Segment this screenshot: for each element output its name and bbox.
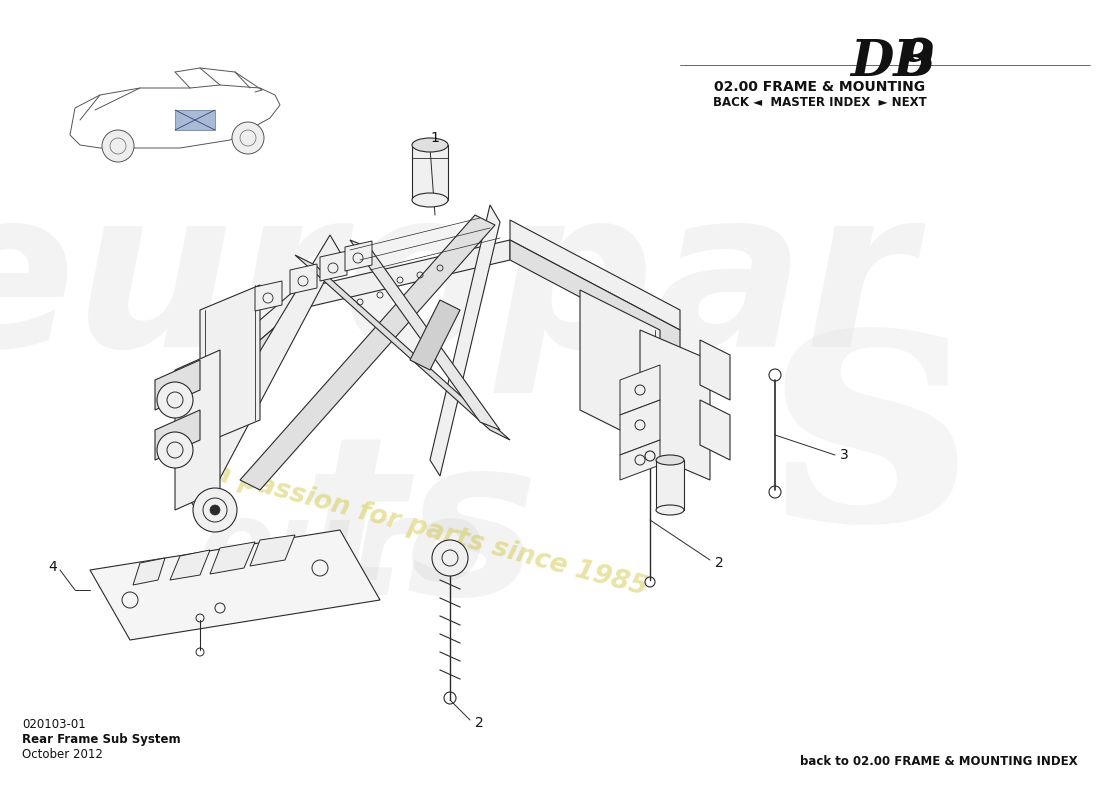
Polygon shape (295, 255, 510, 440)
Ellipse shape (412, 193, 448, 207)
Text: BACK ◄  MASTER INDEX  ► NEXT: BACK ◄ MASTER INDEX ► NEXT (713, 96, 927, 109)
Polygon shape (620, 365, 660, 415)
Polygon shape (412, 145, 448, 200)
Ellipse shape (656, 455, 684, 465)
Circle shape (157, 382, 192, 418)
Polygon shape (700, 400, 730, 460)
Polygon shape (190, 310, 295, 420)
Text: a passion for parts since 1985: a passion for parts since 1985 (210, 459, 650, 601)
Polygon shape (656, 460, 684, 510)
Polygon shape (155, 360, 200, 410)
Polygon shape (155, 410, 200, 460)
Circle shape (157, 432, 192, 468)
Polygon shape (640, 330, 710, 480)
Polygon shape (180, 235, 340, 516)
Text: back to 02.00 FRAME & MOUNTING INDEX: back to 02.00 FRAME & MOUNTING INDEX (801, 755, 1078, 768)
Text: 1: 1 (430, 131, 439, 145)
Text: 3: 3 (840, 448, 849, 462)
Polygon shape (430, 205, 500, 476)
Text: 9: 9 (900, 38, 935, 87)
Ellipse shape (412, 138, 448, 152)
Circle shape (210, 505, 220, 515)
Text: s: s (769, 245, 971, 595)
Text: 2: 2 (715, 556, 724, 570)
Polygon shape (580, 290, 660, 450)
Polygon shape (255, 281, 282, 311)
Text: 020103-01: 020103-01 (22, 718, 86, 731)
Polygon shape (620, 440, 660, 480)
Polygon shape (90, 530, 379, 640)
Polygon shape (200, 285, 260, 445)
Polygon shape (700, 340, 730, 400)
Text: 4: 4 (48, 560, 57, 574)
Polygon shape (320, 251, 346, 281)
Circle shape (102, 130, 134, 162)
Polygon shape (175, 110, 214, 130)
Polygon shape (290, 264, 317, 294)
Circle shape (232, 122, 264, 154)
Text: 2: 2 (475, 716, 484, 730)
Text: Rear Frame Sub System: Rear Frame Sub System (22, 733, 180, 746)
Circle shape (192, 488, 236, 532)
Text: DB: DB (850, 38, 936, 87)
Polygon shape (170, 550, 210, 580)
Polygon shape (620, 400, 660, 455)
Text: europar
ts: europar ts (0, 179, 915, 641)
Polygon shape (295, 240, 510, 310)
Polygon shape (133, 558, 165, 585)
Circle shape (432, 540, 468, 576)
Polygon shape (345, 241, 372, 271)
Text: 02.00 FRAME & MOUNTING: 02.00 FRAME & MOUNTING (714, 80, 925, 94)
Polygon shape (210, 542, 255, 574)
Text: October 2012: October 2012 (22, 748, 103, 761)
Ellipse shape (656, 505, 684, 515)
Polygon shape (190, 290, 295, 400)
Polygon shape (250, 535, 295, 566)
Text: euro: euro (200, 497, 485, 603)
Polygon shape (240, 215, 495, 490)
Polygon shape (350, 240, 500, 430)
Polygon shape (510, 240, 680, 350)
Polygon shape (510, 220, 680, 330)
Polygon shape (175, 350, 220, 510)
Polygon shape (410, 300, 460, 370)
